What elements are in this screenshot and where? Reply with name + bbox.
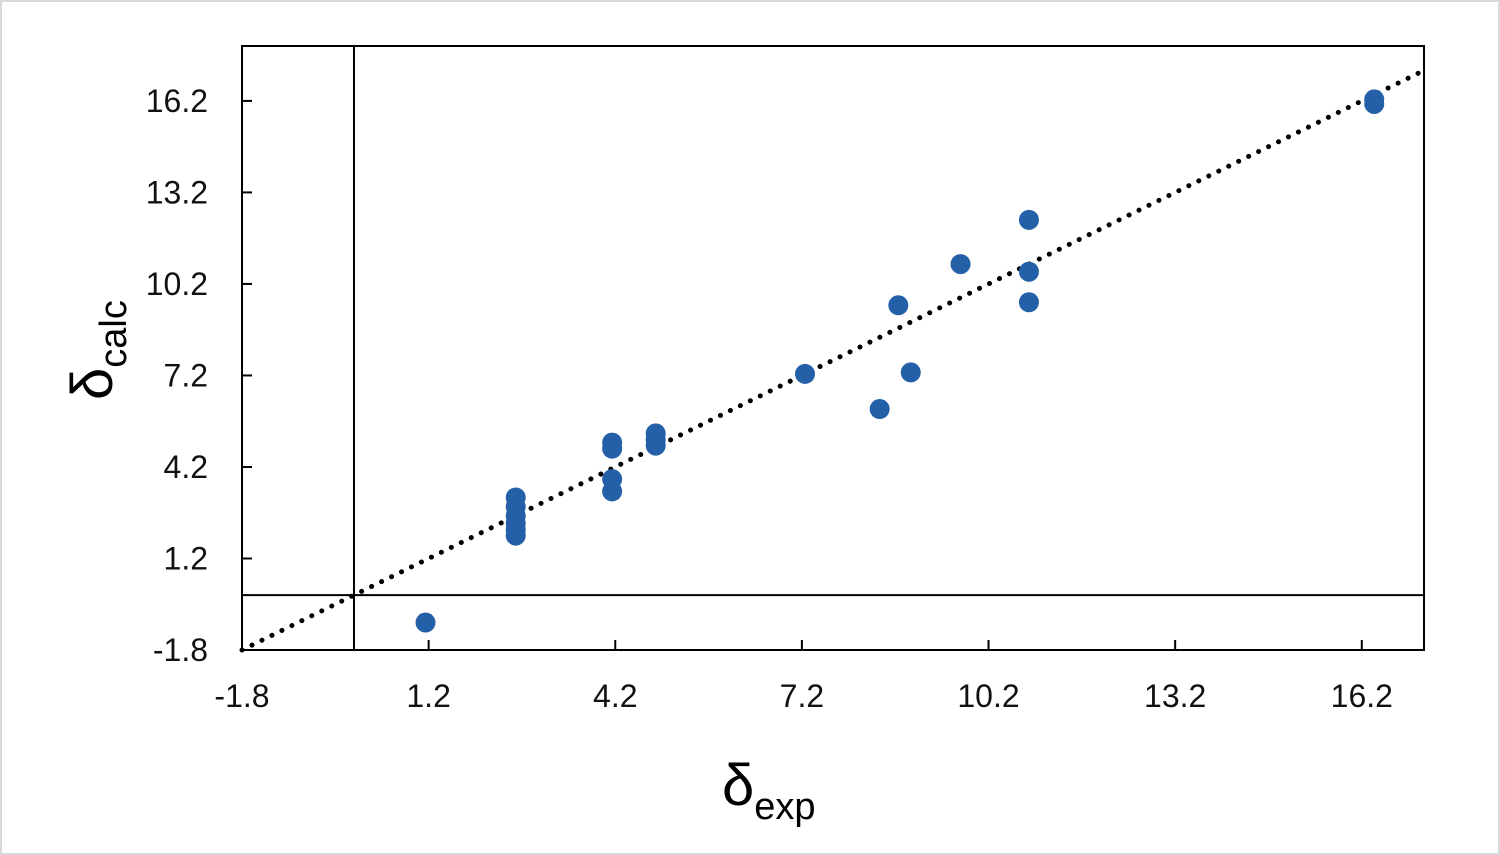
y-tick-label: 16.2 bbox=[146, 83, 208, 119]
plot-area-border bbox=[241, 45, 1425, 651]
y-axis-title-sub: calc bbox=[93, 300, 135, 368]
x-axis-title-main: δ bbox=[722, 753, 754, 818]
data-point bbox=[950, 254, 971, 275]
x-axis-title: δexp bbox=[722, 753, 816, 828]
data-point bbox=[888, 295, 909, 316]
data-point bbox=[1018, 261, 1039, 282]
data-points bbox=[415, 89, 1385, 633]
y-axis-ticks: -1.8 1.2 4.2 7.2 10.2 13.2 16.2 bbox=[146, 83, 252, 668]
x-tick-label: 16.2 bbox=[1331, 678, 1393, 714]
data-point bbox=[1364, 89, 1385, 110]
y-axis-title-main: δ bbox=[60, 368, 125, 400]
x-tick-label: 7.2 bbox=[780, 678, 824, 714]
x-tick-label: 1.2 bbox=[406, 678, 450, 714]
data-point bbox=[869, 399, 890, 420]
data-point bbox=[415, 612, 436, 633]
x-tick-label: -1.8 bbox=[214, 678, 269, 714]
y-tick-label: 7.2 bbox=[164, 357, 208, 393]
y-tick-label: 13.2 bbox=[146, 174, 208, 210]
data-point bbox=[645, 435, 666, 456]
x-tick-label: 13.2 bbox=[1144, 678, 1206, 714]
fit-line bbox=[239, 67, 1427, 653]
data-point bbox=[602, 438, 623, 459]
x-axis-title-sub: exp bbox=[754, 786, 815, 828]
x-tick-label: 4.2 bbox=[593, 678, 637, 714]
x-axis-ticks: -1.8 1.2 4.2 7.2 10.2 13.2 16.2 bbox=[214, 640, 1393, 714]
data-point bbox=[602, 481, 623, 502]
y-tick-label: 1.2 bbox=[164, 540, 208, 576]
data-point bbox=[1018, 292, 1039, 313]
data-point bbox=[900, 362, 921, 383]
y-tick-label: -1.8 bbox=[153, 632, 208, 668]
y-tick-label: 4.2 bbox=[164, 449, 208, 485]
y-axis-title: δcalc bbox=[60, 300, 135, 400]
data-point bbox=[795, 363, 816, 384]
data-point bbox=[1018, 209, 1039, 230]
data-point bbox=[505, 525, 526, 546]
x-tick-label: 10.2 bbox=[957, 678, 1019, 714]
y-tick-label: 10.2 bbox=[146, 266, 208, 302]
